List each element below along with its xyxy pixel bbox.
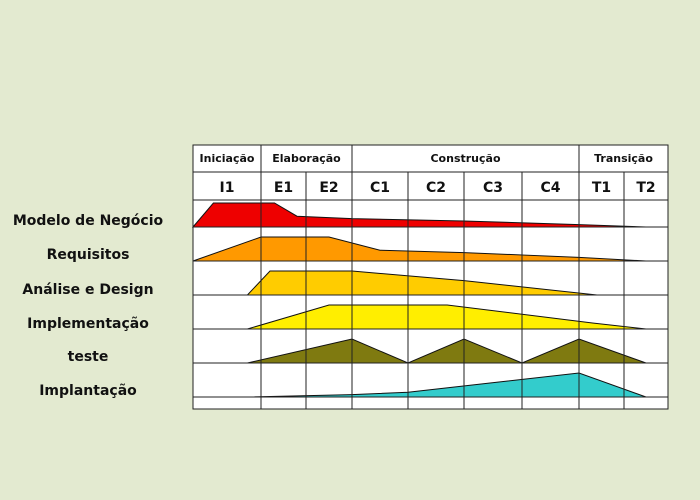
chart-header: Iniciação Elaboração Construção Transição I1… <box>200 145 656 196</box>
iteration-label: C2 <box>426 180 446 196</box>
iteration-label: T2 <box>636 180 655 196</box>
phase-label: Iniciação <box>200 152 255 165</box>
iteration-label: E2 <box>319 180 338 196</box>
discipline-label: Implantação <box>39 383 137 399</box>
discipline-label: Implementação <box>27 316 149 332</box>
phase-label: Elaboração <box>272 152 341 165</box>
iteration-label: T1 <box>592 180 611 196</box>
iteration-label: E1 <box>274 180 293 196</box>
discipline-label: teste <box>68 349 109 365</box>
iteration-label: C1 <box>370 180 390 196</box>
iteration-label: C4 <box>540 180 560 196</box>
chart-grid <box>192 144 669 410</box>
phase-label: Transição <box>594 152 653 165</box>
iteration-label: I1 <box>220 180 235 196</box>
discipline-label: Requisitos <box>47 247 130 263</box>
chart-border <box>192 144 669 410</box>
discipline-label: Análise e Design <box>22 282 153 298</box>
discipline-shape <box>247 338 647 364</box>
discipline-labels: Modelo de Negócio Requisitos Análise e Des… <box>13 213 164 399</box>
discipline-label: Modelo de Negócio <box>13 213 164 229</box>
iteration-label: C3 <box>483 180 503 196</box>
phase-label: Construção <box>430 152 500 165</box>
